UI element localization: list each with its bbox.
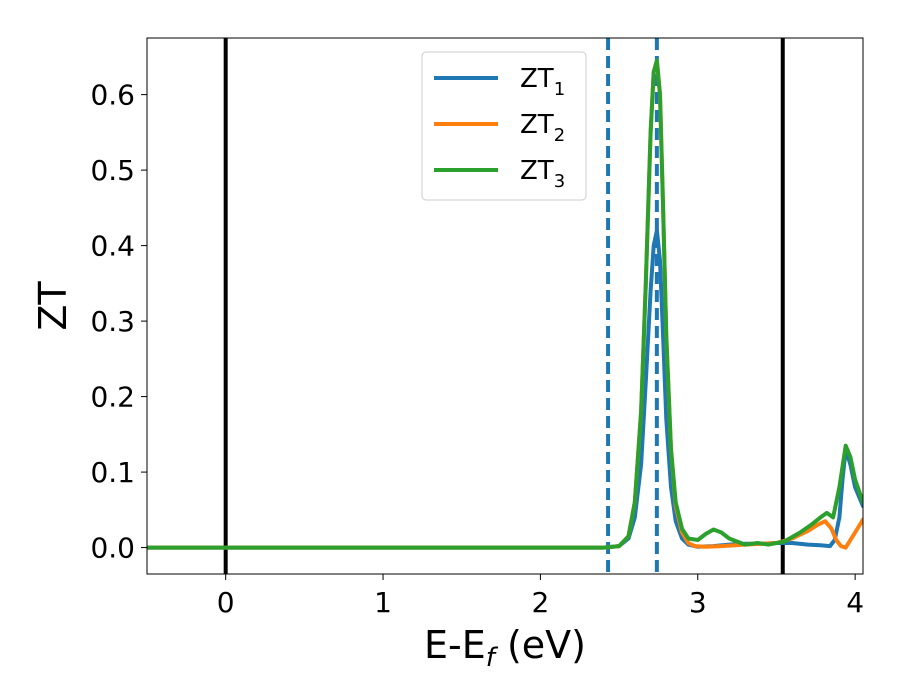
x-tick-label: 3	[689, 586, 707, 619]
y-axis-ticks: 0.0 0.1 0.2 0.3 0.4 0.5 0.6	[90, 79, 147, 565]
series-line-3	[147, 58, 863, 550]
y-axis-label: ZT	[31, 281, 75, 331]
legend-label-3: ZT3	[520, 156, 565, 192]
x-tick-label: 2	[531, 586, 549, 619]
x-tick-label: 0	[217, 586, 235, 619]
y-tick-label: 0.5	[90, 154, 135, 187]
y-tick-label: 0.0	[90, 532, 135, 565]
legend-label-2: ZT2	[520, 110, 565, 146]
y-tick-label: 0.6	[90, 79, 135, 112]
y-tick-label: 0.3	[90, 305, 135, 338]
series-line-1	[147, 228, 863, 550]
y-tick-label: 0.2	[90, 381, 135, 414]
x-axis-label: E-Ef (eV)	[424, 623, 586, 673]
vertical-lines	[223, 38, 785, 574]
x-tick-label: 4	[846, 586, 864, 619]
series-lines	[147, 58, 863, 550]
legend-label-1: ZT1	[520, 64, 565, 100]
y-tick-label: 0.1	[90, 456, 135, 489]
x-axis-ticks: 0 1 2 3 4	[217, 574, 864, 619]
y-tick-label: 0.4	[90, 230, 135, 263]
legend-box	[421, 51, 587, 201]
plot-area-frame	[146, 37, 864, 575]
legend: ZT1 ZT2 ZT3	[421, 51, 587, 201]
legend-entries: ZT1 ZT2 ZT3	[434, 64, 565, 192]
x-tick-label: 1	[374, 586, 392, 619]
